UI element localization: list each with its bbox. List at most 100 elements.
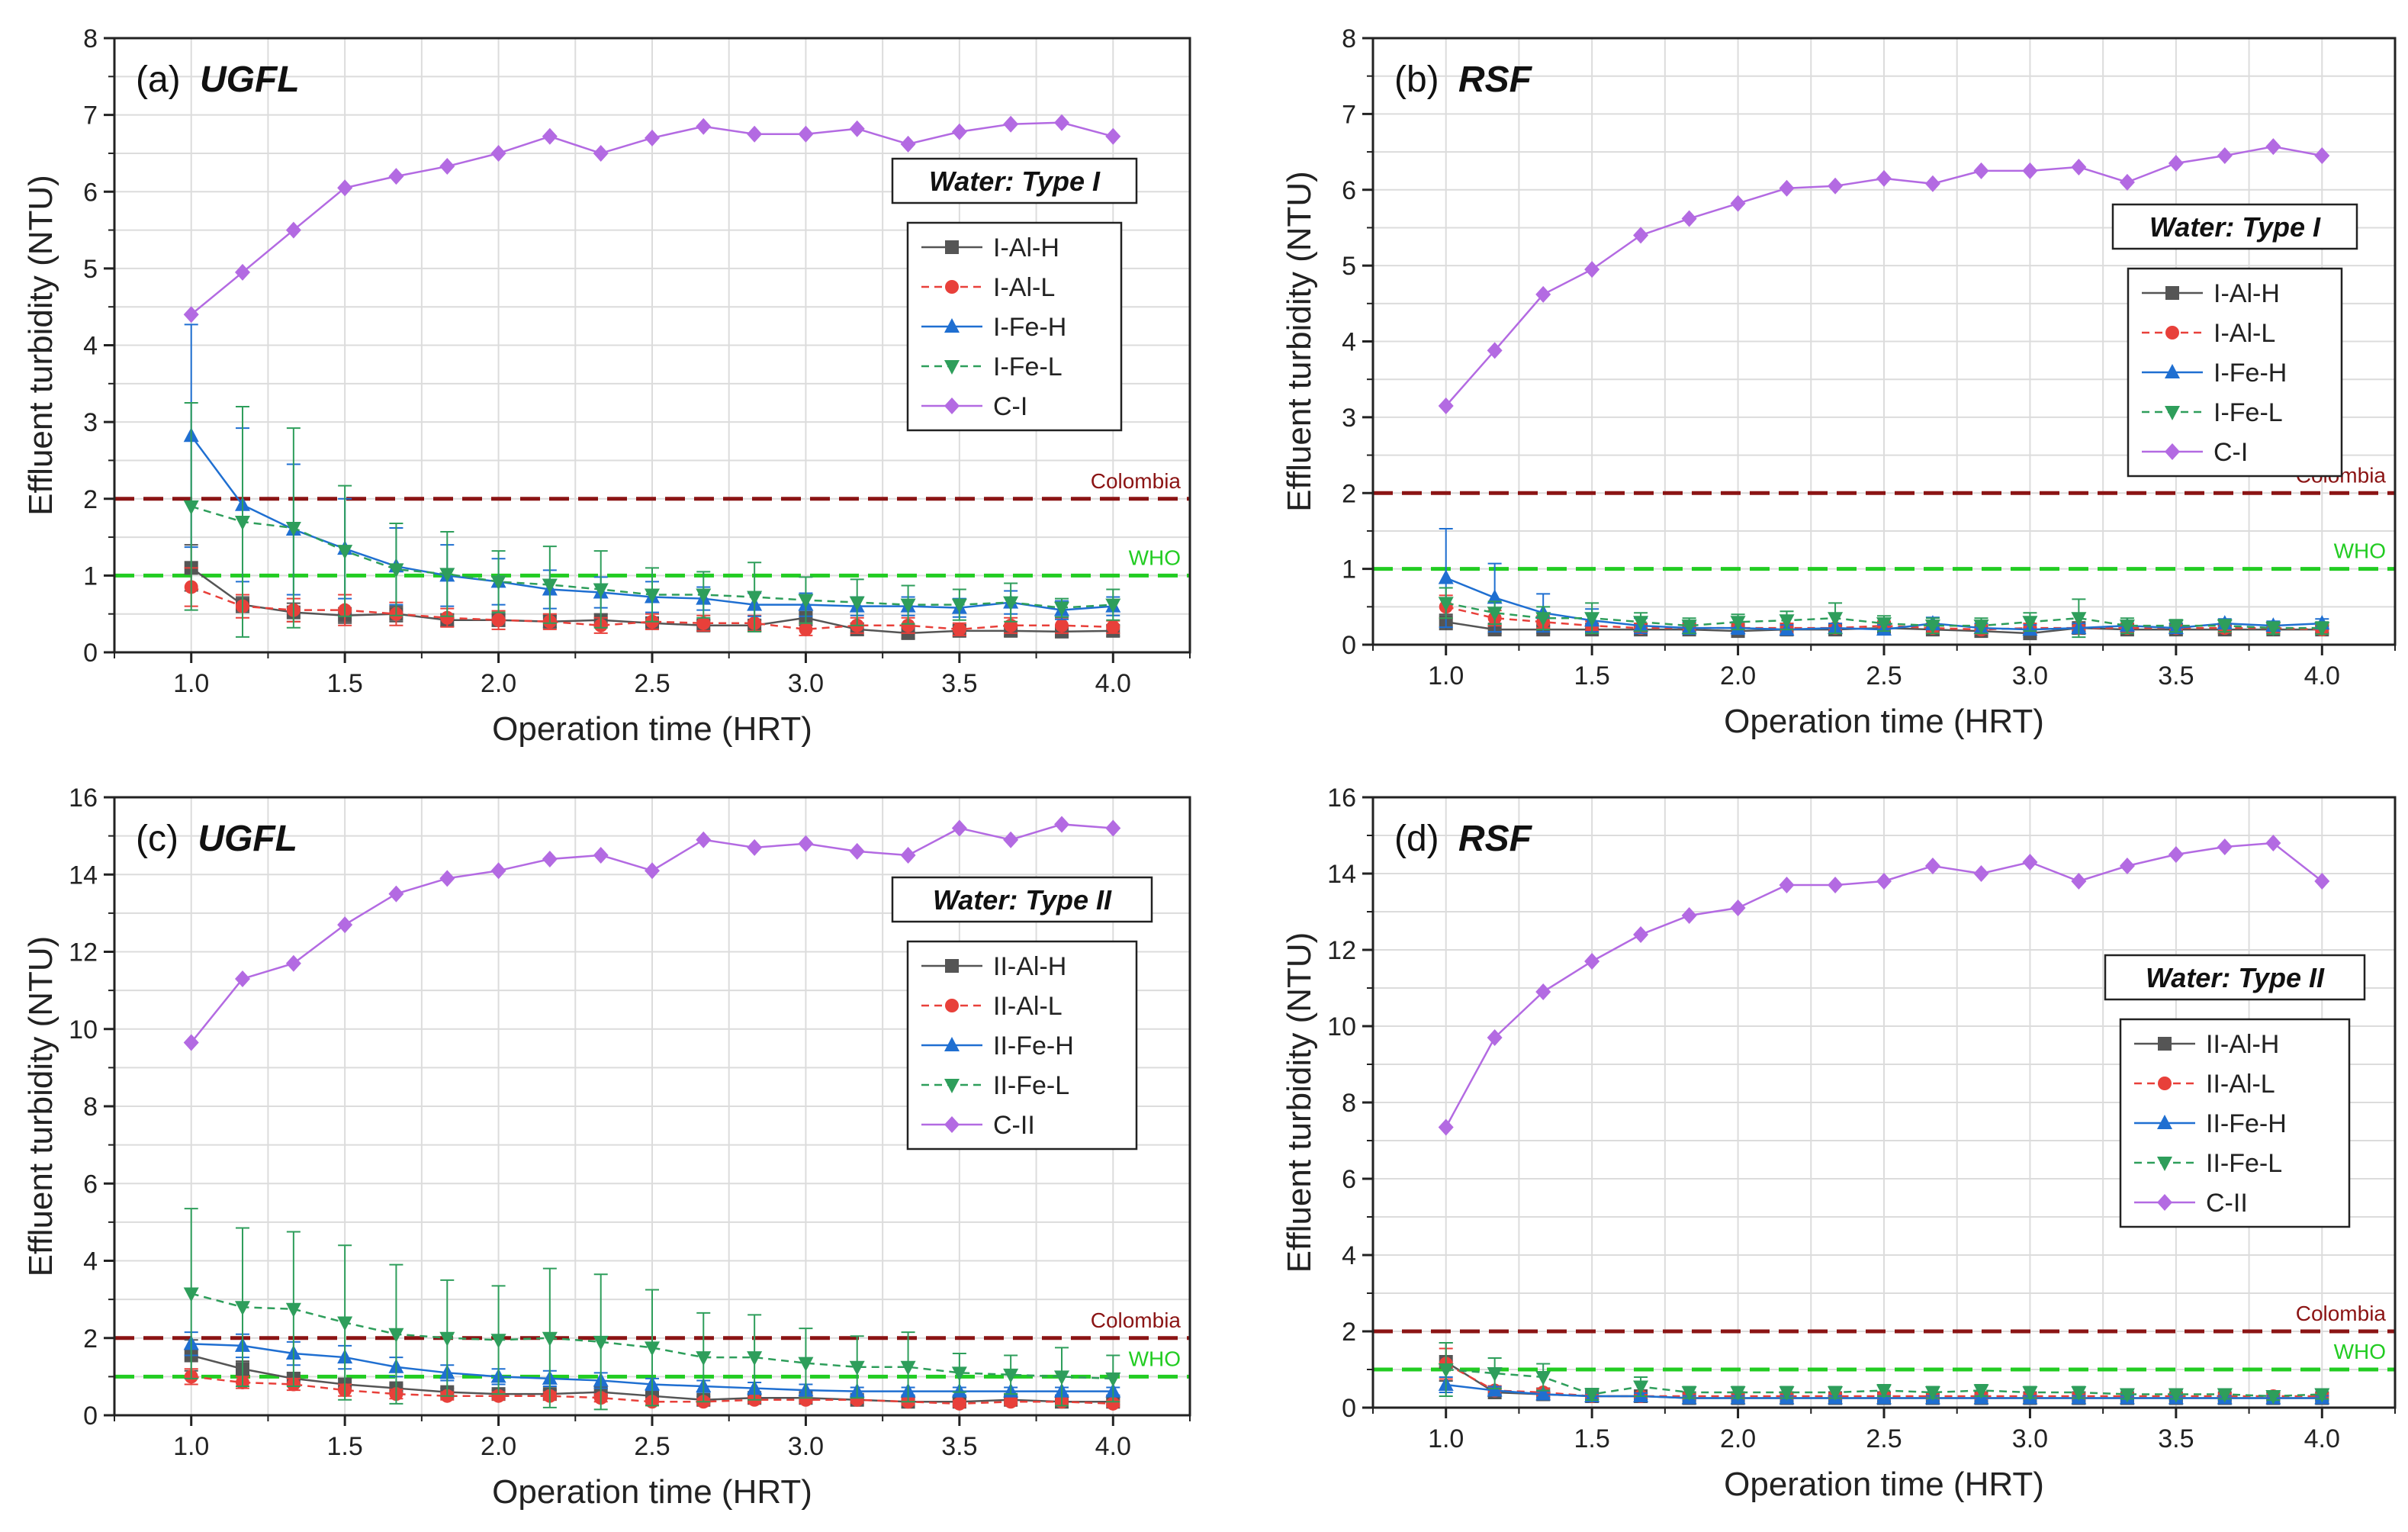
legend-marker <box>2157 1194 2172 1211</box>
legend-entry-i-fe-l: I-Fe-L <box>921 352 1063 381</box>
legend-label: II-Al-L <box>993 992 1063 1021</box>
data-point <box>1438 569 1454 584</box>
data-point <box>1054 114 1070 131</box>
x-tick-label: 3.0 <box>788 1432 824 1461</box>
y-tick-label: 8 <box>1342 24 1356 53</box>
data-point <box>1054 816 1070 833</box>
data-point <box>2265 1390 2281 1405</box>
x-tick-label: 2.5 <box>634 669 670 698</box>
y-tick-label: 10 <box>1327 1012 1356 1041</box>
x-tick-label: 3.5 <box>941 669 977 698</box>
reference-label-colombia: Colombia <box>1091 1308 1181 1332</box>
legend-entry-ii-fe-l: II-Fe-L <box>921 1071 1069 1100</box>
data-point <box>2168 154 2184 172</box>
data-point <box>799 622 813 636</box>
panel-name: RSF <box>1458 819 1533 859</box>
data-point <box>439 870 455 887</box>
panel-title: (d) RSF <box>1394 819 1533 859</box>
chart-panel-a: Colombia WHO 1.0 1.5 2.0 2.5 3.0 3.5 4.0 0 1 2 3 4 5 6 7… <box>22 24 1191 748</box>
legend-entry-ii-fe-h: II-Fe-H <box>2134 1109 2287 1138</box>
y-tick-label: 2 <box>1342 479 1356 508</box>
data-point <box>747 838 763 856</box>
legend-entry-c-i: C-I <box>921 392 1027 421</box>
series-i-fe-l <box>1438 587 2330 639</box>
legend-marker <box>2158 1037 2172 1051</box>
data-point <box>1535 983 1551 1000</box>
data-point <box>696 588 712 603</box>
legend-entry-i-al-l: I-Al-L <box>921 273 1055 302</box>
data-point <box>1779 179 1795 197</box>
x-tick-label: 2.5 <box>1866 1424 1902 1453</box>
data-point <box>1105 1372 1121 1387</box>
x-tick-label: 2.5 <box>1866 661 1902 690</box>
data-point <box>900 598 916 613</box>
data-point <box>2217 838 2233 855</box>
data-point <box>490 1334 506 1349</box>
data-point <box>490 575 506 591</box>
data-point <box>1584 1388 1600 1403</box>
legend-entry-c-ii: C-II <box>2134 1189 2248 1218</box>
data-point <box>747 125 763 143</box>
x-tick-label: 1.5 <box>327 669 363 698</box>
data-point <box>1633 1380 1649 1395</box>
y-tick-label: 1 <box>1342 555 1356 584</box>
y-tick-label: 7 <box>1342 100 1356 129</box>
data-point <box>183 500 199 515</box>
data-point <box>2314 147 2330 165</box>
legend-entry-i-fe-h: I-Fe-H <box>921 313 1066 342</box>
data-point <box>337 179 353 197</box>
legend-entry-ii-al-l: II-Al-L <box>921 992 1063 1021</box>
data-point <box>1730 195 1746 212</box>
series-c-ii <box>1438 835 2330 1136</box>
legend-marker <box>2157 1115 2172 1129</box>
reference-label-who: WHO <box>2334 539 2386 563</box>
data-point <box>183 1287 199 1302</box>
legend-label: II-Fe-H <box>2206 1109 2287 1138</box>
legend-title: Water: Type I <box>929 166 1101 197</box>
y-axis-label: Effluent turbidity (NTU) <box>22 175 59 516</box>
data-point <box>1681 210 1697 227</box>
data-point <box>1003 115 1019 133</box>
legend-title-box <box>891 157 1138 204</box>
x-tick-label: 3.0 <box>788 669 824 698</box>
data-point <box>1730 616 1746 631</box>
legend-entry-c-ii: C-II <box>921 1111 1035 1140</box>
y-tick-label: 2 <box>83 485 98 514</box>
data-point <box>1924 858 1940 874</box>
panel-name: UGFL <box>198 819 297 859</box>
data-point <box>1973 865 1989 882</box>
data-point <box>696 117 712 135</box>
data-point <box>2022 162 2038 179</box>
data-point <box>1924 1386 1940 1401</box>
data-point <box>747 1351 763 1366</box>
x-tick-label: 1.0 <box>173 669 209 698</box>
data-point <box>388 168 404 185</box>
legend-label: II-Al-H <box>993 952 1066 981</box>
data-point <box>951 123 967 140</box>
data-point <box>2071 873 2087 890</box>
data-point <box>1105 598 1121 613</box>
x-tick-label: 3.0 <box>2012 661 2048 690</box>
legend-entry-ii-fe-l: II-Fe-L <box>2134 1149 2282 1178</box>
x-tick-label: 1.5 <box>1574 661 1610 690</box>
data-point <box>1535 285 1551 303</box>
x-tick-label: 1.5 <box>327 1432 363 1461</box>
x-tick-label: 1.0 <box>173 1432 209 1461</box>
x-tick-label: 2.0 <box>1720 1424 1756 1453</box>
x-tick-label: 4.0 <box>2304 1424 2340 1453</box>
y-tick-label: 4 <box>83 332 98 361</box>
data-point <box>1105 127 1121 145</box>
data-point <box>798 594 814 609</box>
legend-entry-i-fe-h: I-Fe-H <box>2142 359 2287 388</box>
data-point <box>1633 926 1649 943</box>
data-point <box>900 846 916 864</box>
data-point <box>491 613 506 627</box>
data-point <box>645 1341 660 1357</box>
series-c-i <box>1438 138 2330 414</box>
data-point <box>337 1316 353 1331</box>
data-point <box>798 125 814 143</box>
legend-entry-i-al-l: I-Al-L <box>2142 319 2275 348</box>
legend-marker <box>2165 406 2180 420</box>
data-point <box>2071 612 2087 627</box>
data-point <box>1487 1367 1503 1382</box>
